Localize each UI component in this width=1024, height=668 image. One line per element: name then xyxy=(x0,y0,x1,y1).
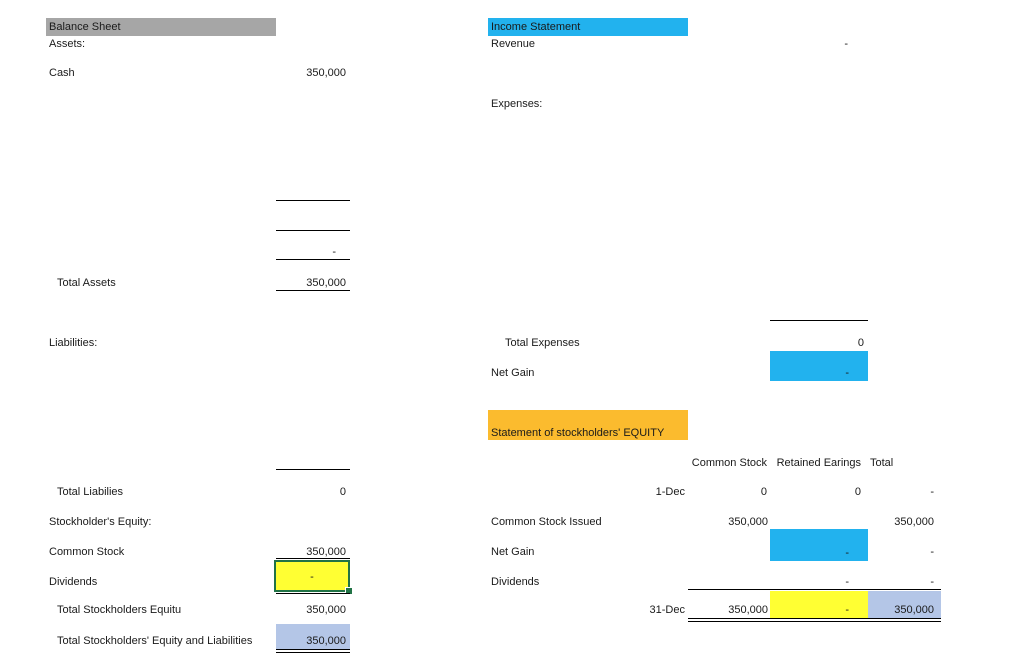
dividends-label[interactable]: Dividends xyxy=(49,576,98,588)
seq-total-double-underline xyxy=(688,618,941,622)
total-liabilities-label[interactable]: Total Liabilies xyxy=(57,486,124,498)
balance-sheet-title[interactable]: Balance Sheet xyxy=(46,18,276,36)
net-gain-value[interactable]: - xyxy=(770,351,868,381)
total-eq-liab-value[interactable]: 350,000 xyxy=(276,624,350,649)
seq-dividends-label[interactable]: Dividends xyxy=(491,576,540,588)
common-stock-label[interactable]: Common Stock xyxy=(49,546,125,558)
total-expenses-value[interactable]: 0 xyxy=(857,337,864,349)
issued-common-stock[interactable]: 350,000 xyxy=(728,516,768,528)
asset-line-3 xyxy=(276,259,350,260)
total-expenses-label[interactable]: Total Expenses xyxy=(505,337,580,349)
total-equity-label[interactable]: Total Stockholders Equitu xyxy=(57,604,182,616)
liabilities-line xyxy=(276,469,350,470)
net-gain-label[interactable]: Net Gain xyxy=(491,367,535,379)
cash-value[interactable]: 350,000 xyxy=(306,67,346,79)
seq-net-gain-label[interactable]: Net Gain xyxy=(491,546,535,558)
asset-line-2 xyxy=(276,230,350,231)
seq-net-gain-total[interactable]: - xyxy=(930,546,934,558)
dec1-common-stock[interactable]: 0 xyxy=(760,486,767,498)
total-liabilities-value[interactable]: 0 xyxy=(339,486,346,498)
dec1-total[interactable]: - xyxy=(930,486,934,498)
asset-line-1 xyxy=(276,200,350,201)
seq-net-gain-retained[interactable]: - xyxy=(770,529,868,561)
dec1-retained[interactable]: 0 xyxy=(854,486,861,498)
seq-subtotal-line xyxy=(688,589,941,590)
dec1-label[interactable]: 1-Dec xyxy=(655,486,685,498)
liabilities-label[interactable]: Liabilities: xyxy=(49,337,98,349)
common-stock-value[interactable]: 350,000 xyxy=(306,546,346,558)
expenses-label[interactable]: Expenses: xyxy=(491,98,543,110)
total-eq-liab-label[interactable]: Total Stockholders' Equity and Liabiliti… xyxy=(57,635,253,647)
revenue-label[interactable]: Revenue xyxy=(491,38,536,50)
expenses-line xyxy=(770,320,868,321)
total-assets-underline xyxy=(276,290,350,291)
total-eq-liab-double-underline xyxy=(276,649,350,653)
dec31-common-stock[interactable]: 350,000 xyxy=(728,604,768,616)
equity-label[interactable]: Stockholder's Equity: xyxy=(49,516,152,528)
seq-dividends-retained[interactable]: - xyxy=(845,576,849,588)
dec31-retained[interactable]: - xyxy=(770,591,868,618)
equity-statement-title[interactable]: Statement of stockholders' EQUITY xyxy=(488,410,688,440)
col-header-total[interactable]: Total xyxy=(870,457,894,469)
col-header-common-stock[interactable]: Common Stock xyxy=(691,457,767,469)
asset-blank-value[interactable]: - xyxy=(332,246,336,258)
total-assets-label[interactable]: Total Assets xyxy=(57,277,116,289)
assets-label[interactable]: Assets: xyxy=(49,38,86,50)
seq-dividends-total[interactable]: - xyxy=(930,576,934,588)
issued-total[interactable]: 350,000 xyxy=(894,516,934,528)
total-assets-value[interactable]: 350,000 xyxy=(306,277,346,289)
col-header-retained-earnings[interactable]: Retained Earings xyxy=(776,457,861,469)
equity-line xyxy=(276,593,350,594)
income-statement-title[interactable]: Income Statement xyxy=(488,18,688,36)
total-equity-value[interactable]: 350,000 xyxy=(306,604,346,616)
issued-label[interactable]: Common Stock Issued xyxy=(491,516,602,528)
fill-handle[interactable] xyxy=(345,587,353,595)
dividends-value-cell[interactable]: - xyxy=(276,562,348,590)
dec31-total[interactable]: 350,000 xyxy=(868,591,941,618)
cash-label[interactable]: Cash xyxy=(49,67,75,79)
common-stock-underline xyxy=(276,558,350,559)
selected-cell-border xyxy=(274,560,350,592)
dec31-label[interactable]: 31-Dec xyxy=(649,604,685,616)
revenue-value[interactable]: - xyxy=(844,38,848,50)
